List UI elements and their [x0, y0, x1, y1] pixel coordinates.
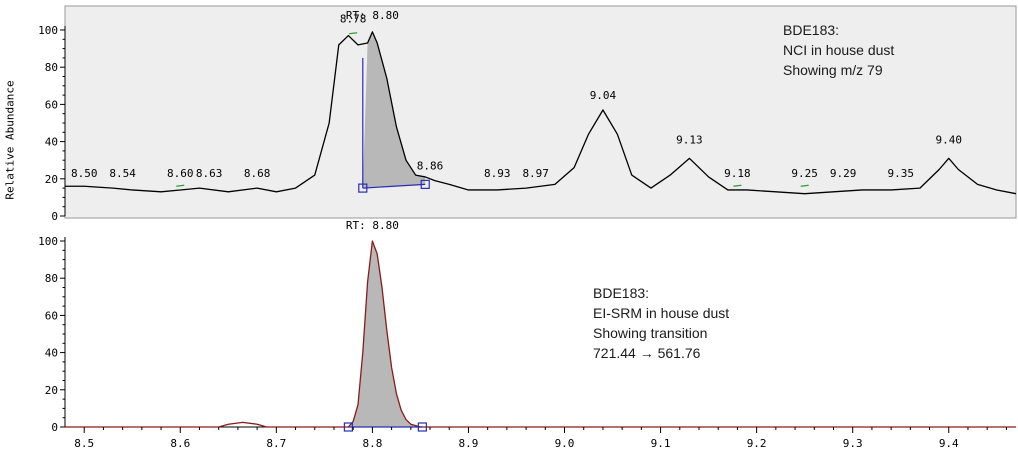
x-tick-label: 9.0 [555, 437, 575, 450]
top-panel-annotation: BDE183: NCI in house dust Showing m/z 79 [783, 20, 894, 80]
bottom-y-tick-label: 100 [38, 235, 58, 248]
top-y-tick-label: 100 [38, 24, 58, 37]
x-tick-label: 9.3 [843, 437, 863, 450]
top-rt-label: RT: 8.80 [346, 9, 399, 22]
top-annotation-line-1: BDE183: [783, 22, 840, 38]
peak-apex-tick [733, 184, 742, 187]
top-y-tick-label: 80 [45, 61, 58, 74]
bottom-panel-annotation: BDE183: EI-SRM in house dust Showing tra… [593, 283, 729, 363]
bottom-trace-line [65, 240, 1016, 428]
bottom-y-tick-label: 80 [45, 272, 58, 285]
peak-label-8-78: 8.78 [340, 13, 367, 26]
peak-label-8-68: 8.68 [244, 167, 271, 180]
peak-label-8-60: 8.60 [167, 167, 194, 180]
top-annotation-line-2: NCI in house dust [783, 42, 895, 58]
bottom-annotation-line-4: 721.44 → 561.76 [593, 345, 701, 361]
x-tick-label: 9.2 [747, 437, 767, 450]
peak-apex-tick [800, 184, 809, 187]
top-panel-background [64, 5, 1017, 219]
bottom-annotation-line-2: EI-SRM in house dust [593, 305, 730, 321]
bottom-integrated-peak-area [348, 241, 423, 427]
y-axis-label-text: Relative Abundance [3, 80, 17, 200]
top-integration-baseline [362, 183, 426, 189]
bottom-rt-label: RT: 8.80 [346, 219, 399, 232]
peak-label-8-93: 8.93 [484, 167, 511, 180]
peak-label-9-25: 9.25 [791, 167, 818, 180]
bottom-y-tick-label: 0 [51, 421, 58, 434]
peak-label-8-86: 8.86 [417, 160, 444, 173]
peak-label-9-13: 9.13 [676, 133, 703, 146]
bottom-y-tick-label: 40 [45, 347, 58, 360]
peak-label-9-04: 9.04 [590, 89, 617, 102]
peak-label-8-54: 8.54 [109, 167, 136, 180]
peak-label-9-35: 9.35 [887, 167, 914, 180]
peak-apex-tick [349, 32, 358, 35]
x-tick-label: 8.5 [74, 437, 94, 450]
x-tick-label: 9.4 [939, 437, 959, 450]
x-tick-label: 8.7 [266, 437, 286, 450]
bottom-y-tick-label: 20 [45, 384, 58, 397]
peak-label-9-40: 9.40 [936, 133, 963, 146]
top-y-tick-label: 40 [45, 136, 58, 149]
peak-label-8-50: 8.50 [71, 167, 98, 180]
top-integration-marker [420, 179, 430, 189]
bottom-annotation-line-3: Showing transition [593, 325, 708, 341]
x-tick-label: 8.8 [362, 437, 382, 450]
peak-label-9-29: 9.29 [830, 167, 857, 180]
peak-label-8-97: 8.97 [522, 167, 549, 180]
top-y-tick-label: 60 [45, 98, 58, 111]
bottom-integration-marker [343, 422, 353, 432]
top-y-tick-label: 20 [45, 173, 58, 186]
bottom-integration-marker [417, 422, 427, 432]
x-tick-label: 9.1 [651, 437, 671, 450]
top-y-tick-label: 0 [51, 210, 58, 223]
y-axis-label: Relative Abundance [2, 60, 18, 220]
top-annotation-line-3: Showing m/z 79 [783, 62, 883, 78]
top-trace-line [65, 31, 1017, 195]
peak-label-9-18: 9.18 [724, 167, 751, 180]
peak-apex-tick [176, 184, 185, 187]
x-tick-label: 8.9 [459, 437, 479, 450]
bottom-y-tick-label: 60 [45, 309, 58, 322]
x-tick-label: 8.6 [170, 437, 190, 450]
top-integrated-peak-area [362, 31, 426, 189]
peak-label-8-63: 8.63 [196, 167, 223, 180]
bottom-annotation-line-1: BDE183: [593, 285, 650, 301]
